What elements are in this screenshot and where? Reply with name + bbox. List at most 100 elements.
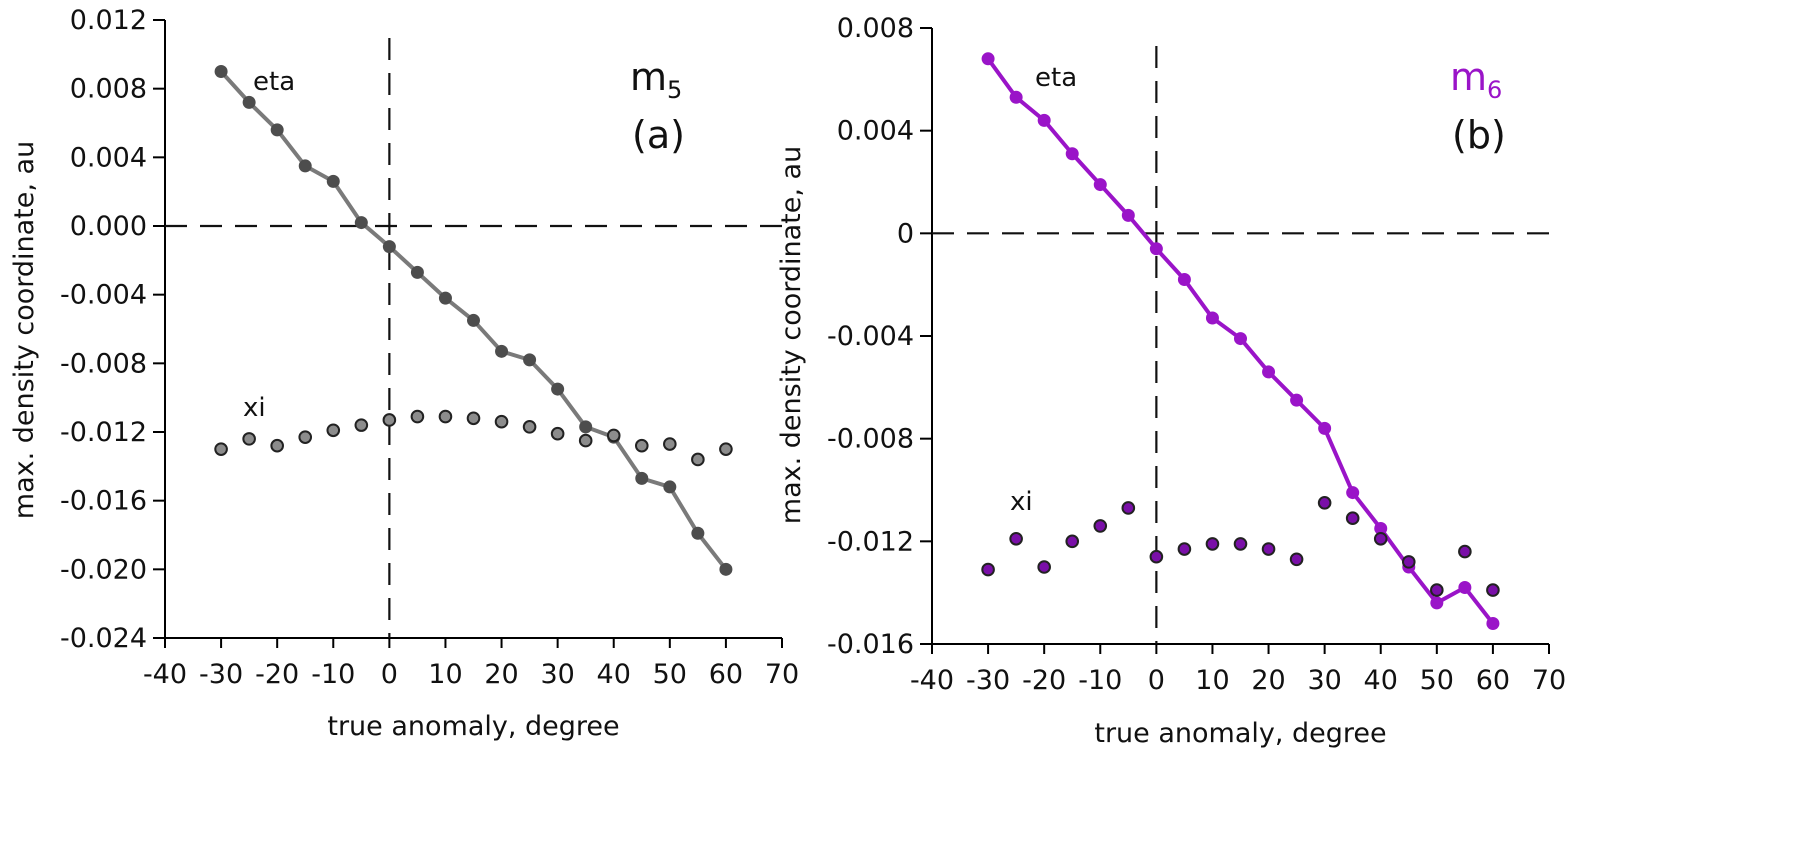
model-label-base: m: [630, 55, 667, 99]
y-tick-label: -0.016: [60, 486, 147, 517]
eta-point: [298, 159, 312, 173]
panel-label: (b): [1452, 113, 1506, 157]
eta-point: [1009, 90, 1023, 104]
eta-point: [382, 240, 396, 254]
xi-point: [1458, 544, 1472, 559]
x-tick-label: -40: [143, 659, 187, 690]
xi-point: [1149, 549, 1164, 564]
eta-point: [1121, 208, 1135, 222]
x-tick-label: -10: [311, 659, 355, 690]
eta-point: [1458, 581, 1472, 595]
eta-point: [1318, 421, 1332, 435]
xi-point: [382, 413, 397, 427]
xi-point: [981, 562, 995, 577]
xi-point: [326, 423, 341, 438]
eta-point: [1149, 242, 1163, 256]
xi-point: [1037, 560, 1051, 574]
xi-point: [1121, 501, 1136, 515]
eta-point: [495, 344, 509, 358]
x-tick-label: 50: [653, 659, 687, 690]
x-tick-label: -30: [966, 665, 1010, 696]
y-tick-label: 0.004: [70, 142, 147, 173]
eta-point: [1374, 522, 1388, 535]
x-tick-label: 0: [381, 659, 398, 690]
eta-point: [1262, 365, 1276, 379]
xi-point: [578, 433, 593, 448]
panel-label: (a): [632, 113, 685, 157]
x-tick-label: 20: [1251, 665, 1285, 696]
y-axis-title: max. density coordinate, au: [776, 146, 807, 524]
x-tick-label: 60: [1476, 665, 1510, 696]
xi-point: [1373, 531, 1388, 546]
x-tick-label: 30: [1307, 665, 1341, 696]
xi-series-label: xi: [1010, 487, 1033, 517]
xi-point: [466, 411, 481, 426]
x-tick-label: 70: [765, 659, 799, 690]
xi-point: [1205, 537, 1220, 551]
xi-point: [1261, 542, 1276, 556]
x-tick-label: 40: [1364, 665, 1398, 696]
xi-point: [550, 426, 565, 441]
y-tick-label: 0: [897, 218, 914, 249]
x-tick-label: 20: [484, 659, 518, 690]
xi-point: [494, 414, 509, 429]
eta-point: [1037, 113, 1051, 127]
model-label: m6: [1450, 55, 1502, 104]
eta-point: [242, 95, 256, 109]
eta-series-label: eta: [253, 67, 295, 97]
xi-point: [691, 452, 705, 467]
y-tick-label: -0.024: [60, 623, 147, 654]
xi-point: [606, 428, 621, 443]
eta-point: [691, 526, 705, 540]
eta-point: [1486, 616, 1500, 630]
xi-point: [1401, 555, 1416, 569]
xi-point: [1009, 531, 1023, 546]
y-tick-label: -0.012: [827, 526, 914, 557]
x-tick-label: -40: [910, 665, 954, 696]
eta-point: [1065, 147, 1079, 161]
xi-point: [1430, 583, 1444, 597]
eta-point: [1346, 486, 1360, 500]
xi-point: [1486, 583, 1500, 597]
eta-point: [1093, 178, 1107, 192]
xi-point: [354, 418, 369, 432]
model-label-base: m: [1450, 55, 1487, 99]
xi-point: [1065, 534, 1080, 549]
eta-series-label: eta: [1035, 63, 1077, 93]
xi-point: [1177, 542, 1192, 556]
chart-panel-a: -0.024 -0.020 -0.016 -0.012 -0.008 -0.004 0.00…: [9, 5, 799, 742]
y-axis-title: max. density coordinate, au: [9, 141, 40, 519]
eta-point: [551, 382, 565, 396]
xi-point: [270, 438, 284, 453]
x-tick-label: 60: [709, 659, 743, 690]
eta-point: [523, 353, 537, 367]
x-axis-title: true anomaly, degree: [1094, 718, 1386, 749]
eta-point: [354, 216, 368, 230]
eta-point: [1177, 273, 1191, 287]
xi-point: [1233, 537, 1248, 551]
x-axis-title: true anomaly, degree: [327, 711, 619, 742]
xi-point: [298, 430, 313, 444]
y-tick-label: -0.016: [827, 629, 914, 660]
xi-point: [1093, 519, 1108, 533]
x-tick-label: -10: [1078, 665, 1122, 696]
eta-point: [1234, 332, 1247, 346]
eta-point: [1205, 311, 1219, 325]
xi-series-label: xi: [243, 393, 266, 423]
eta-point: [326, 174, 340, 188]
xi-point: [1289, 552, 1304, 567]
x-tick-label: 70: [1532, 665, 1566, 696]
y-tick-label: -0.008: [827, 424, 914, 455]
x-tick-label: 0: [1148, 665, 1165, 696]
xi-point: [438, 409, 453, 424]
xi-point: [1317, 496, 1332, 510]
model-label-subscript: 6: [1487, 76, 1502, 104]
eta-point: [467, 313, 480, 327]
y-tick-label: -0.020: [60, 554, 147, 585]
y-tick-label: 0.008: [837, 13, 914, 44]
y-tick-label: -0.004: [827, 321, 914, 352]
xi-point: [214, 442, 228, 456]
model-label-subscript: 5: [667, 76, 682, 104]
